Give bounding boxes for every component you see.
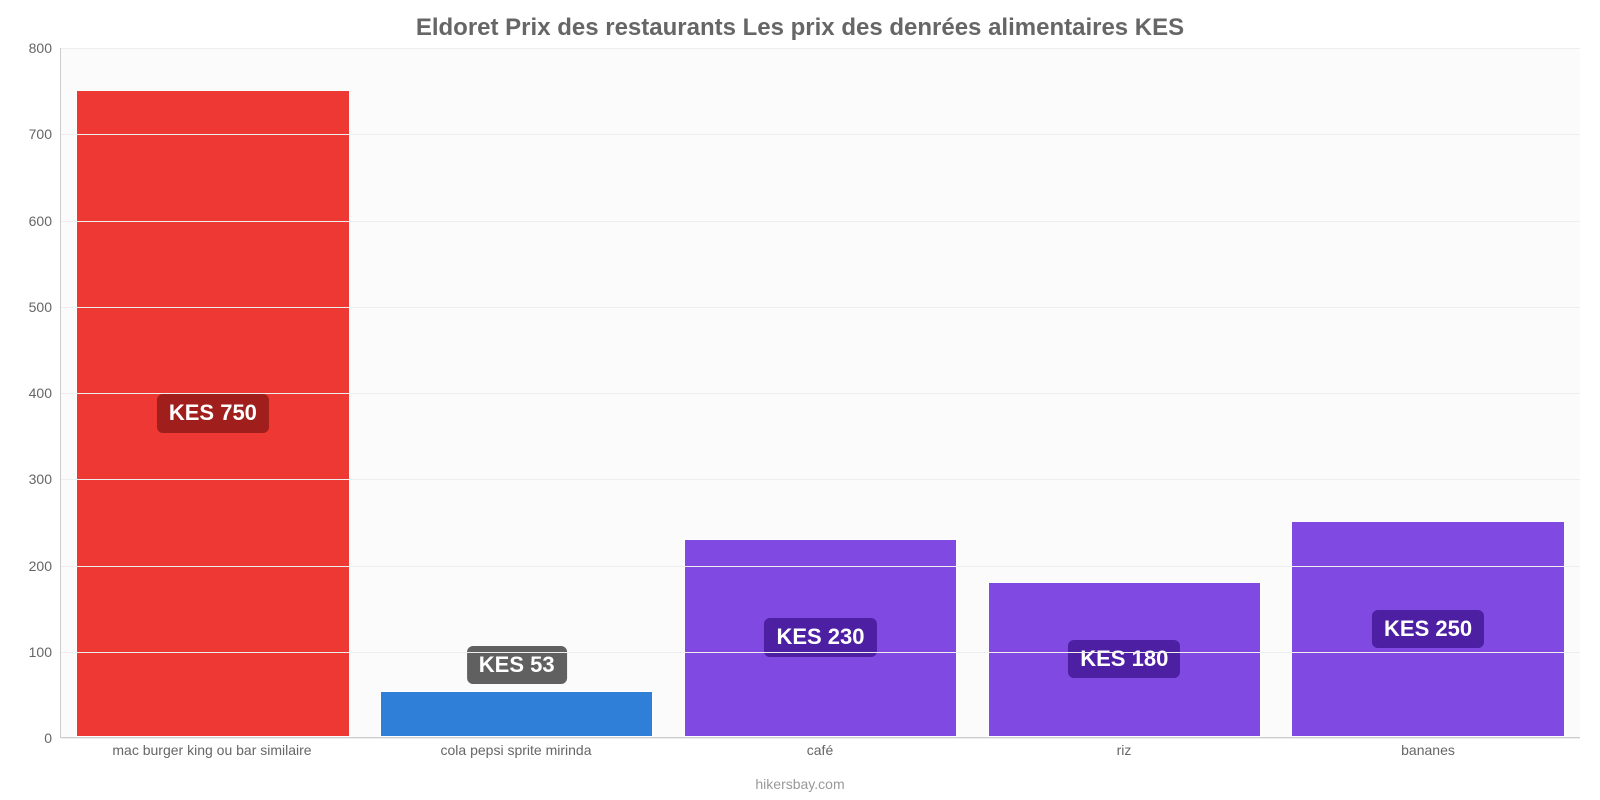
bar: KES 250 xyxy=(1291,521,1564,737)
bar: KES 750 xyxy=(76,90,349,737)
bar: KES 230 xyxy=(684,539,957,737)
y-tick-label: 800 xyxy=(12,40,52,56)
y-tick-label: 300 xyxy=(12,471,52,487)
gridline xyxy=(61,393,1580,394)
y-tick-label: 0 xyxy=(12,730,52,746)
gridline xyxy=(61,566,1580,567)
y-tick-label: 200 xyxy=(12,558,52,574)
gridline xyxy=(61,134,1580,135)
x-tick-label: cola pepsi sprite mirinda xyxy=(364,742,668,758)
gridline xyxy=(61,738,1580,739)
gridline xyxy=(61,221,1580,222)
gridline xyxy=(61,652,1580,653)
x-tick-label: bananes xyxy=(1276,742,1580,758)
chart-title: Eldoret Prix des restaurants Les prix de… xyxy=(0,14,1600,42)
y-tick-label: 500 xyxy=(12,299,52,315)
gridline xyxy=(61,307,1580,308)
x-tick-label: mac burger king ou bar similaire xyxy=(60,742,364,758)
gridline xyxy=(61,48,1580,49)
bar: KES 180 xyxy=(988,582,1261,737)
gridline xyxy=(61,479,1580,480)
x-axis-labels: mac burger king ou bar similairecola pep… xyxy=(60,742,1580,758)
y-tick-label: 700 xyxy=(12,126,52,142)
bar-value-badge: KES 750 xyxy=(157,394,269,432)
bar-value-badge: KES 180 xyxy=(1068,640,1180,678)
y-tick-label: 100 xyxy=(12,644,52,660)
plot-area: KES 750 KES 53 KES 230 KES 180 KES 250 xyxy=(60,48,1580,738)
y-tick-label: 400 xyxy=(12,385,52,401)
y-tick-label: 600 xyxy=(12,213,52,229)
bar: KES 53 xyxy=(380,691,653,737)
credit-text: hikersbay.com xyxy=(0,776,1600,792)
bar-value-badge: KES 250 xyxy=(1372,610,1484,648)
x-tick-label: café xyxy=(668,742,972,758)
price-bar-chart: Eldoret Prix des restaurants Les prix de… xyxy=(0,0,1600,800)
x-tick-label: riz xyxy=(972,742,1276,758)
